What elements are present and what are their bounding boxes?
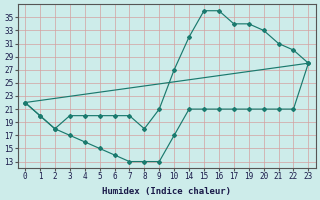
X-axis label: Humidex (Indice chaleur): Humidex (Indice chaleur)	[102, 187, 231, 196]
